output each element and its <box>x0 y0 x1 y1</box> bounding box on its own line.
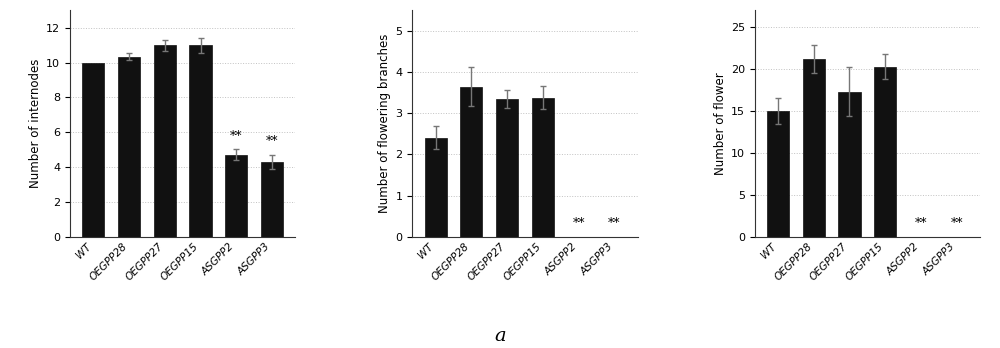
Bar <box>838 92 861 237</box>
Text: **: ** <box>572 217 585 230</box>
Bar <box>189 45 212 237</box>
Bar <box>261 162 283 237</box>
Bar <box>767 111 789 237</box>
Y-axis label: Number of flowering branches: Number of flowering branches <box>378 34 391 213</box>
Bar <box>803 59 825 237</box>
Bar <box>82 63 104 237</box>
Y-axis label: Number of flower: Number of flower <box>714 72 727 175</box>
Bar <box>874 66 896 237</box>
Text: **: ** <box>266 135 278 148</box>
Text: **: ** <box>608 217 621 230</box>
Bar <box>225 155 247 237</box>
Bar <box>532 98 554 237</box>
Bar <box>118 57 140 237</box>
Text: **: ** <box>951 217 963 230</box>
Bar <box>496 99 518 237</box>
Text: a: a <box>494 326 506 345</box>
Bar <box>154 45 176 237</box>
Text: **: ** <box>230 129 243 143</box>
Text: **: ** <box>915 217 927 230</box>
Y-axis label: Number of internodes: Number of internodes <box>29 59 42 188</box>
Bar <box>425 138 447 237</box>
Bar <box>460 87 482 237</box>
